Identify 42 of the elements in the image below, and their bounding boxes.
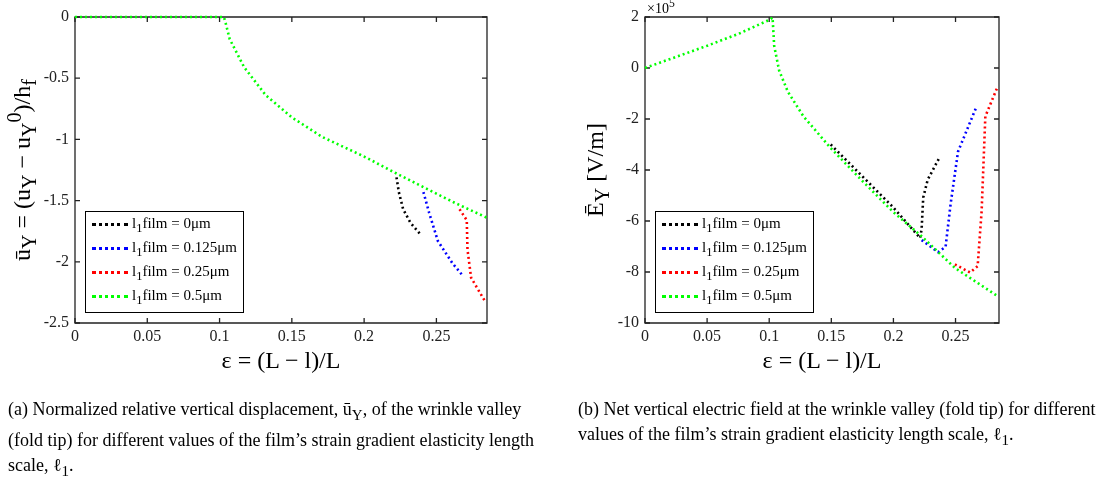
y-tick-label: -4 (625, 160, 639, 178)
line-series (458, 207, 487, 304)
legend-label: l$_{1}$film = 0.25μm (131, 262, 231, 285)
y-tick-label: 2 (631, 7, 639, 25)
legend-label: l$_{1}$film = 0.5μm (131, 286, 223, 309)
line-series (395, 176, 422, 235)
text: (b) Net vertical electric field at the wrinkle valley (fold tip) for different values of the film’s strain gradient elasticity length scale, ℓ$_{1}$. (578, 398, 1097, 450)
legend-label: l$_{1}$film = 0.125μm (131, 238, 237, 261)
line-series (422, 190, 464, 277)
y-tick-label: -2 (55, 252, 69, 269)
y-tick-label: -10 (617, 313, 639, 331)
y-tick-label: 0 (631, 58, 639, 76)
x-tick-label: 0.05 (693, 326, 722, 344)
y-tick-label: -8 (625, 262, 639, 280)
line-series (829, 143, 942, 240)
legend-label: l$_{1}$film = 0μm (701, 214, 782, 237)
text: ×10$^{5}$ (647, 0, 675, 17)
x-axis-title: ε = (L − l)/L (220, 347, 342, 374)
y-tick-label: -2 (625, 109, 639, 127)
legend-label: l$_{1}$film = 0μm (131, 214, 212, 237)
x-tick-label: 0.2 (883, 326, 904, 344)
text: (a) Normalized relative vertical displacement, ū$_{Y}$, of the wrinkle valley (fold tip) for different values of the film’s strain gradient elasticity length scale, ℓ$_{1}$. (8, 398, 536, 481)
y-tick-label: -1 (55, 129, 69, 147)
y-tick-label: -0.5 (43, 68, 69, 86)
y-tick-label: 0 (61, 7, 69, 25)
line-series (920, 106, 978, 254)
legend-label: l$_{1}$film = 0.125μm (701, 238, 807, 261)
x-tick-label: 0.1 (759, 326, 780, 344)
legend-label: l$_{1}$film = 0.25μm (701, 262, 801, 285)
x-tick-label: 0.15 (277, 326, 306, 344)
y-tick-label: -1.5 (43, 190, 69, 208)
x-tick-label: 0.25 (422, 326, 451, 344)
line-series (953, 85, 1000, 274)
x-tick-label: 0.05 (133, 326, 162, 344)
y-tick-label: -6 (625, 211, 639, 229)
x-axis-title: ε = (L − l)/L (761, 347, 883, 374)
x-tick-label: 0.2 (354, 326, 375, 344)
x-tick-label: 0.25 (941, 326, 970, 344)
y-tick-label: -2.5 (43, 313, 69, 331)
x-tick-label: 0.15 (817, 326, 846, 344)
legend-label: l$_{1}$film = 0.5μm (701, 286, 793, 309)
x-tick-label: 0.1 (209, 326, 230, 344)
